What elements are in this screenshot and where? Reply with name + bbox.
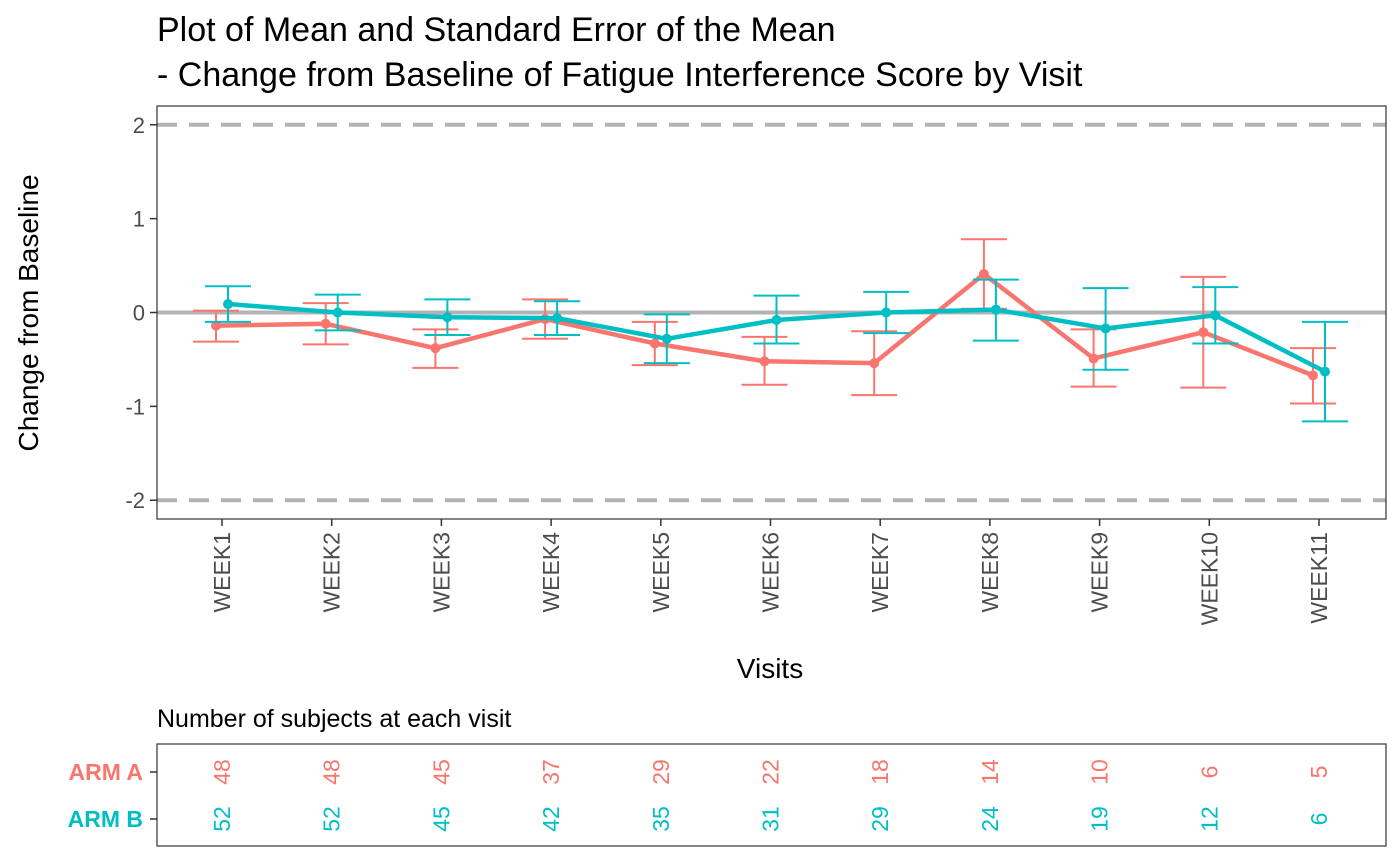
y-tick-label: 2 (133, 113, 145, 138)
data-point-arm-a (869, 358, 880, 369)
data-point-arm-b (881, 307, 892, 318)
risk-table-count-arm-a: 29 (648, 759, 674, 785)
data-point-arm-a (978, 269, 989, 280)
risk-table-row-label-arm-a: ARM A (68, 759, 143, 785)
data-point-arm-a (649, 338, 660, 349)
data-point-arm-b (771, 315, 782, 326)
risk-table-count-arm-b: 29 (867, 806, 893, 832)
chart-title-line2: - Change from Baseline of Fatigue Interf… (157, 56, 1083, 94)
data-point-arm-b (552, 313, 563, 324)
x-tick-label: WEEK11 (1306, 532, 1332, 624)
y-tick-label: 1 (133, 207, 145, 232)
x-axis-label: Visits (737, 653, 803, 684)
risk-table-count-arm-a: 18 (867, 759, 893, 785)
risk-table-count-arm-a: 10 (1087, 759, 1113, 785)
risk-table-count-arm-a: 6 (1196, 766, 1222, 779)
risk-table-count-arm-b: 19 (1087, 806, 1113, 832)
x-tick-label: WEEK9 (1087, 532, 1113, 613)
x-tick-label: WEEK10 (1196, 532, 1222, 625)
x-tick-label: WEEK5 (648, 532, 674, 613)
plot-area: -2 -1 0 1 2 WEEK1 WEEK2 WEEK3 WEEK4 WEEK5 WEEK6 WEE… (125, 105, 1387, 625)
x-tick-label: WEEK4 (538, 532, 564, 613)
risk-table-count-arm-b: 12 (1196, 806, 1222, 832)
risk-table-count-arm-b: 52 (319, 806, 345, 832)
risk-table-count-arm-b: 52 (209, 806, 235, 832)
risk-table-count-arm-a: 22 (758, 759, 784, 785)
x-tick-label: WEEK8 (977, 532, 1003, 613)
y-tick-label: 0 (133, 301, 145, 326)
risk-table-border (156, 743, 1387, 847)
data-point-arm-b (1320, 366, 1330, 377)
risk-table-row-label-arm-b: ARM B (68, 806, 143, 832)
data-point-arm-a (320, 318, 331, 329)
x-tick-label: WEEK2 (319, 532, 345, 613)
risk-table-count-arm-b: 45 (428, 806, 454, 832)
y-axis-label: Change from Baseline (13, 174, 44, 451)
data-point-arm-b (990, 304, 1001, 315)
data-point-arm-b (1100, 323, 1111, 334)
data-point-arm-a (1198, 327, 1209, 338)
data-point-arm-a (211, 320, 221, 331)
risk-table-count-arm-a: 45 (428, 759, 454, 785)
x-tick-label: WEEK7 (867, 532, 893, 613)
data-point-arm-b (332, 307, 343, 318)
risk-table-count-arm-b: 31 (758, 806, 784, 832)
y-tick-label: -1 (125, 394, 145, 419)
data-point-arm-a (1088, 353, 1099, 364)
data-point-arm-a (1308, 370, 1318, 381)
data-point-arm-b (1210, 310, 1221, 321)
risk-table-count-arm-a: 48 (319, 759, 345, 785)
risk-table-count-arm-a: 48 (209, 759, 235, 785)
data-point-arm-b (223, 299, 233, 310)
data-point-arm-b (442, 312, 453, 323)
risk-table-count-arm-a: 5 (1306, 766, 1332, 779)
x-tick-label: WEEK3 (428, 532, 454, 613)
risk-table-count-arm-b: 24 (977, 806, 1003, 832)
x-tick-label: WEEK1 (209, 532, 235, 613)
risk-table-count-arm-b: 6 (1306, 813, 1332, 826)
risk-table-count-arm-b: 35 (648, 806, 674, 832)
risk-table-count-arm-a: 37 (538, 759, 564, 785)
y-tick-label: -2 (125, 488, 145, 513)
risk-table-count-arm-b: 42 (538, 806, 564, 832)
chart-title-line1: Plot of Mean and Standard Error of the M… (157, 11, 836, 49)
risk-table-title: Number of subjects at each visit (157, 705, 511, 733)
risk-table: ARM A 48 48 45 37 29 22 18 14 10 6 5 ARM B 52 52 45 42 35… (68, 743, 1387, 847)
risk-table-count-arm-a: 14 (977, 759, 1003, 785)
data-point-arm-b (661, 333, 672, 344)
x-tick-label: WEEK6 (758, 532, 784, 613)
data-point-arm-a (430, 343, 441, 354)
data-point-arm-a (759, 356, 770, 367)
